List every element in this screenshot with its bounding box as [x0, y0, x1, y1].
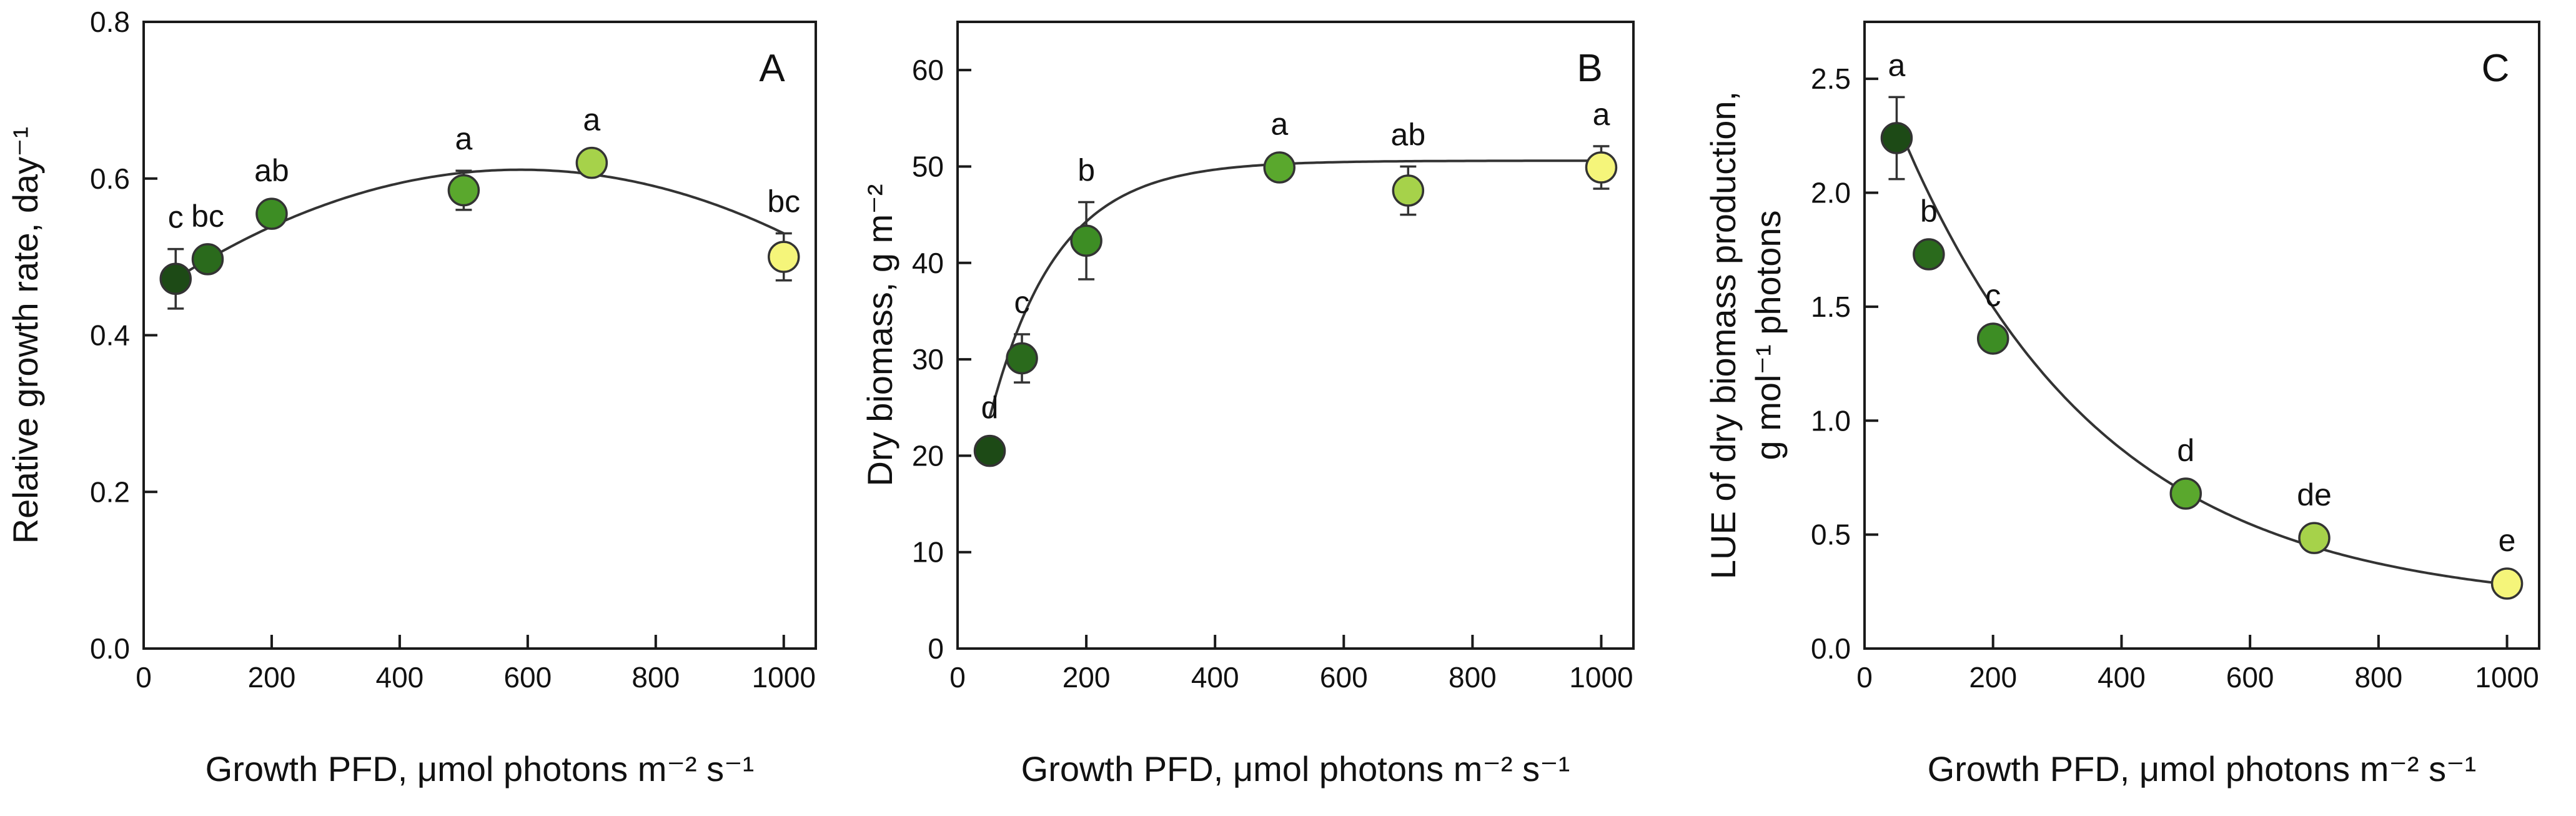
y-tick-label: 20 [912, 439, 944, 472]
data-point [1976, 322, 2009, 355]
data-point [1070, 224, 1102, 257]
x-tick-label: 200 [1063, 661, 1111, 694]
panel-label: C [2482, 47, 2510, 90]
y-tick-label: 50 [912, 150, 944, 182]
x-tick-label: 1000 [1569, 661, 1633, 694]
x-tick-label: 0 [1856, 661, 1873, 694]
x-tick-label: 1000 [2475, 661, 2539, 694]
y-tick-label: 2.0 [1811, 177, 1851, 209]
data-point [255, 197, 288, 230]
x-tick-label: 600 [503, 661, 552, 694]
data-point [191, 243, 224, 276]
fit-curve [1895, 121, 2507, 586]
data-point [159, 262, 192, 295]
significance-letter: d [2177, 433, 2194, 468]
significance-letter: b [1920, 194, 1938, 229]
x-tick-label: 600 [2226, 661, 2274, 694]
y-tick-label: 0.4 [90, 319, 130, 352]
x-tick-label: 400 [2098, 661, 2146, 694]
data-point [447, 174, 480, 207]
y-tick-label: 0 [928, 632, 944, 665]
fit-curve [988, 159, 1602, 418]
y-tick-label: 10 [912, 536, 944, 569]
y-tick-label: 1.0 [1811, 404, 1851, 437]
plot-frame [956, 21, 1635, 650]
y-tick-label: 0.2 [90, 475, 130, 508]
significance-letter: b [1077, 153, 1095, 188]
y-tick-label: 1.5 [1811, 291, 1851, 323]
x-tick-label: 200 [1969, 661, 2017, 694]
significance-letter: c [1985, 278, 2001, 313]
significance-letter: d [981, 391, 999, 425]
significance-letter: bc [191, 199, 224, 234]
significance-letter: c [168, 200, 184, 235]
panel-label: B [1577, 47, 1602, 90]
x-axis-title: Growth PFD, μmol photons m⁻² s⁻¹ [1021, 749, 1570, 789]
significance-letter: a [455, 121, 472, 156]
significance-letter: c [1014, 285, 1030, 320]
data-point [1006, 342, 1038, 375]
significance-letter: bc [767, 184, 800, 219]
data-point [768, 241, 800, 273]
y-tick-label: 0.8 [90, 6, 130, 38]
data-point [1263, 151, 1295, 184]
significance-letter: a [1593, 97, 1610, 132]
x-axis-title: Growth PFD, μmol photons m⁻² s⁻¹ [206, 749, 755, 789]
data-point [2490, 567, 2524, 600]
x-tick-label: 0 [136, 661, 152, 694]
y-tick-label: 2.5 [1811, 62, 1851, 95]
plot-frame [1863, 21, 2540, 650]
y-tick-label: 0.6 [90, 162, 130, 195]
data-point [1880, 122, 1913, 154]
x-tick-label: 800 [1449, 661, 1497, 694]
y-tick-label: 0.0 [90, 632, 130, 665]
panel-label: A [759, 47, 785, 90]
data-point [1913, 238, 1945, 271]
y-axis-title: Dry biomass, g m⁻² [860, 184, 899, 487]
panel-a: 0 200 400 600 800 1000 0.0 0.2 0.4 0.6 0.8 Growth P… [6, 6, 817, 789]
y-axis-title-line-1: LUE of dry biomass production, [1703, 91, 1743, 579]
x-tick-label: 600 [1320, 661, 1368, 694]
x-tick-label: 0 [949, 661, 966, 694]
x-tick-label: 400 [1191, 661, 1239, 694]
data-point [575, 146, 608, 179]
x-axis-title: Growth PFD, μmol photons m⁻² s⁻¹ [1928, 749, 2477, 789]
significance-letter: e [2499, 523, 2516, 558]
data-point [973, 434, 1006, 467]
significance-letter: ab [254, 153, 289, 188]
data-point [1585, 151, 1618, 184]
significance-letter: a [1271, 106, 1288, 141]
data-point [2169, 477, 2202, 510]
panel-c: 0 200 400 600 800 1000 0.0 0.5 1.0 1.5 2.0 2.5 Growt… [1703, 21, 2540, 789]
data-point [1392, 174, 1425, 207]
x-tick-label: 1000 [752, 661, 816, 694]
y-tick-label: 40 [912, 247, 944, 279]
y-tick-label: 0.0 [1811, 632, 1851, 665]
significance-letter: de [2297, 477, 2332, 512]
x-tick-label: 200 [248, 661, 296, 694]
significance-letter: a [1888, 47, 1906, 82]
x-tick-label: 800 [2354, 661, 2402, 694]
significance-letter: a [583, 102, 600, 137]
x-tick-label: 800 [632, 661, 680, 694]
significance-letter: ab [1391, 117, 1426, 152]
y-tick-label: 0.5 [1811, 519, 1851, 551]
data-point [2298, 522, 2331, 554]
y-axis-title-line-2: g mol⁻¹ photons [1748, 211, 1788, 460]
panel-b: 0 200 400 600 800 1000 0 10 20 30 40 50 60 Growth PFD… [860, 21, 1635, 789]
y-tick-label: 30 [912, 343, 944, 376]
y-tick-label: 60 [912, 54, 944, 86]
plot-frame [142, 21, 817, 650]
x-tick-label: 400 [376, 661, 424, 694]
y-axis-title: Relative growth rate, day⁻¹ [6, 127, 45, 544]
